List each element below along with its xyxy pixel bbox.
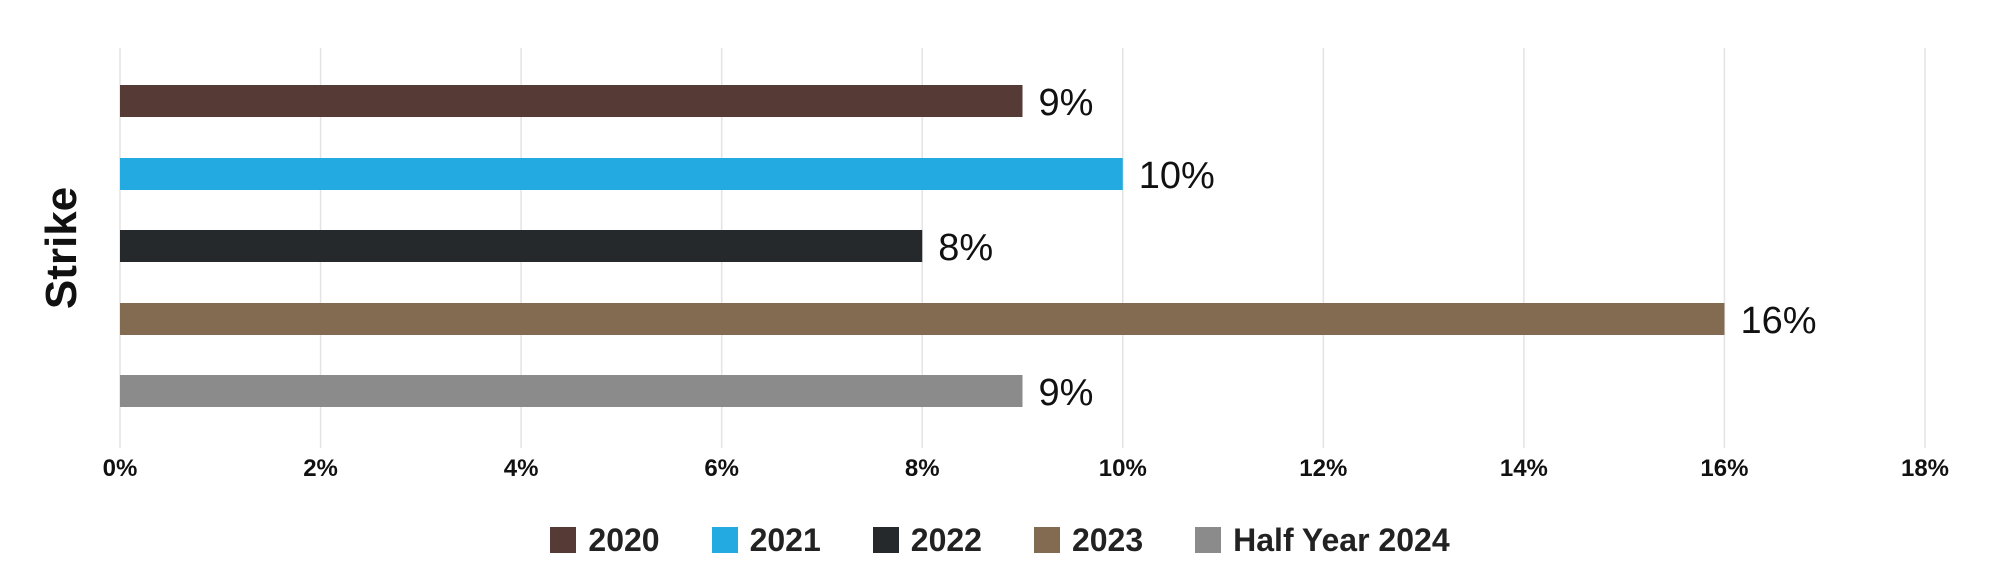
bars: 9% 10% 8% 16% 9% [120, 82, 1817, 414]
data-label: 9% [1039, 372, 1094, 414]
bar-2021 [120, 158, 1123, 190]
data-label: 8% [938, 227, 993, 269]
bar-2020 [120, 85, 1023, 117]
data-label: 9% [1039, 82, 1094, 124]
legend-label: 2020 [588, 521, 660, 558]
bar-half-year-2024 [120, 375, 1023, 407]
legend-item: 2022 [872, 521, 982, 559]
legend-item: Half Year 2024 [1195, 521, 1450, 559]
legend-label: Half Year 2024 [1233, 521, 1450, 558]
legend-swatch [711, 527, 738, 553]
legend-item: 2020 [550, 521, 660, 559]
x-tick-label: 18% [1901, 455, 1949, 482]
bar-chart: 9% 10% 8% 16% 9% 0% 2% 4% 6% 8% 10% 12% 14% 16% 18% S… [37, 48, 1949, 482]
legend-swatch [1033, 527, 1060, 553]
bar-2023 [120, 303, 1725, 335]
x-tick-label: 12% [1299, 455, 1347, 482]
bar-2022 [120, 230, 923, 262]
x-tick-label: 6% [704, 455, 739, 482]
x-tick-label: 0% [103, 455, 138, 482]
legend-label: 2022 [910, 521, 982, 558]
x-tick-label: 8% [905, 455, 940, 482]
x-tick-label: 16% [1700, 455, 1748, 482]
data-label: 16% [1740, 300, 1816, 342]
legend-swatch [550, 527, 577, 553]
legend-label: 2021 [749, 521, 821, 558]
legend-swatch [872, 527, 899, 553]
y-axis-label: Strike [37, 187, 86, 309]
x-tick-label: 10% [1099, 455, 1147, 482]
x-axis-ticks: 0% 2% 4% 6% 8% 10% 12% 14% 16% 18% [103, 455, 1949, 482]
legend-item: 2023 [1033, 521, 1144, 559]
legend: 2020 2021 2022 2023 Half Year 2024 [0, 510, 2000, 570]
x-tick-label: 2% [303, 455, 338, 482]
x-tick-label: 14% [1500, 455, 1548, 482]
legend-item: 2021 [711, 521, 821, 559]
data-label: 10% [1139, 155, 1215, 197]
x-tick-label: 4% [504, 455, 539, 482]
legend-label: 2023 [1071, 521, 1144, 558]
legend-swatch [1195, 527, 1222, 553]
